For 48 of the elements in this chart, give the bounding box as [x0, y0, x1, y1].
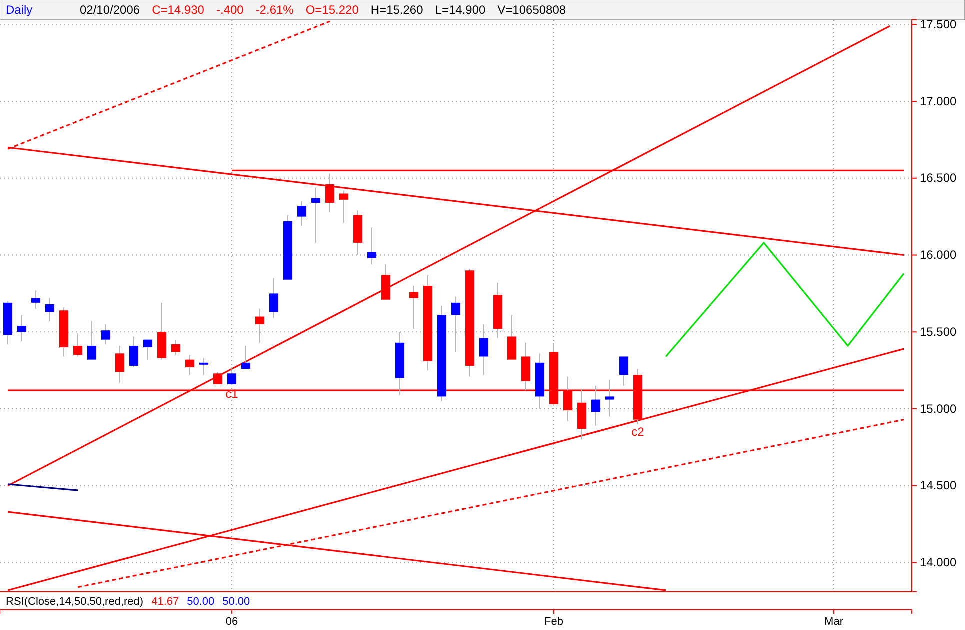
candlestick [101, 324, 110, 345]
y-tick-label: 16.500 [920, 171, 958, 186]
candlestick [45, 298, 54, 322]
candlestick [185, 354, 194, 376]
candlestick [171, 339, 180, 356]
y-tick-label: 14.000 [920, 556, 958, 570]
candlestick [241, 345, 250, 370]
candlestick [115, 345, 124, 384]
candlestick [606, 379, 615, 418]
candlestick [311, 187, 320, 244]
candlestick [367, 227, 376, 265]
text: 41.67 [152, 596, 180, 608]
candlestick [410, 286, 418, 330]
line-series [665, 242, 905, 358]
candlestick [143, 339, 152, 360]
candlestick [31, 290, 40, 310]
candlestick [73, 333, 82, 358]
candlestick [17, 314, 26, 342]
candlestick [227, 367, 236, 385]
chart-subtitle: 02/10/2006 C=14.930 -.400 -2.61% O=15.220 H=15.260 L=14.900 V=10650808 [80, 3, 566, 17]
candlestick [339, 190, 348, 224]
candlestick [508, 314, 516, 360]
y-tick-label: 17.500 [920, 17, 958, 32]
candlestick [592, 385, 601, 426]
candlestick [620, 356, 629, 386]
candlestick [452, 296, 460, 353]
y-tick-label: 16.000 [920, 248, 958, 262]
annotation: c2 [632, 425, 645, 439]
text: 50.00 [187, 596, 215, 608]
chart-title: Daily [6, 3, 33, 17]
y-tick-label: 15.000 [920, 402, 958, 416]
x-tick-label: Mar [824, 616, 844, 628]
y-tick-label: 15.500 [920, 324, 958, 339]
candlestick [297, 200, 306, 227]
text: 50.00 [222, 596, 250, 608]
candlestick [213, 372, 222, 385]
candlestick [129, 336, 138, 368]
candlestick [480, 324, 488, 376]
candlestick [269, 278, 278, 319]
text: RSI(Close,14,50,50,red,red) [6, 596, 144, 608]
y-tick-label: 14.500 [920, 478, 958, 493]
x-tick-label: 06 [226, 616, 238, 628]
candlestick [325, 173, 334, 213]
x-tick-label: Feb [544, 616, 564, 628]
y-tick-label: 17.000 [920, 94, 958, 108]
candlestick [199, 358, 208, 376]
candlestick [255, 308, 264, 344]
candlestick [87, 320, 96, 360]
